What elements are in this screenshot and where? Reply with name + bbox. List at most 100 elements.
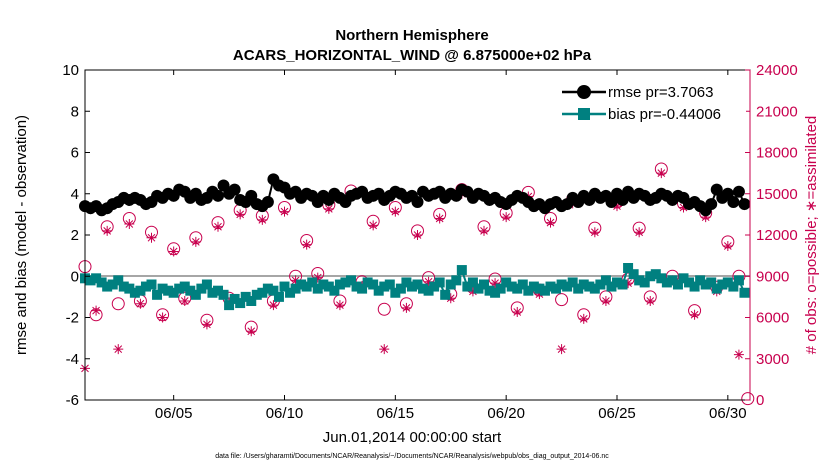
bias-point (672, 279, 683, 290)
y-right-tick-label: 9000 (756, 268, 789, 285)
bias-point (650, 269, 661, 280)
obs-assimilated-point (102, 225, 113, 236)
bias-point (379, 281, 390, 292)
bias-point (312, 283, 323, 294)
bias-point (235, 298, 246, 309)
bias-point (301, 281, 312, 292)
bias-point (384, 279, 395, 290)
obs-assimilated-point (312, 272, 323, 283)
bias-point (661, 277, 672, 288)
obs-assimilated-point (401, 302, 412, 313)
x-tick-label: 06/25 (598, 405, 636, 422)
bias-point (423, 285, 434, 296)
obs-assimilated-point (689, 309, 700, 320)
y-right-tick-label: 21000 (756, 103, 798, 120)
bias-point (584, 281, 595, 292)
bias-point (456, 265, 467, 276)
legend: rmse pr=3.7063 bias pr=-0.44006 (556, 78, 746, 128)
bias-point (174, 283, 185, 294)
obs-assimilated-point (334, 300, 345, 311)
legend-bias-marker (578, 108, 590, 120)
obs-assimilated-point (124, 219, 135, 229)
bias-point (168, 287, 179, 298)
obs-assimilated-point (379, 344, 390, 355)
bias-point (628, 269, 639, 280)
bias-point (107, 279, 118, 290)
obs-assimilated-point (722, 241, 733, 251)
bias-point (545, 281, 556, 292)
bias-point (667, 275, 678, 286)
rmse-point (705, 198, 718, 211)
y-axis-right-label: # of obs: o=possible; ∗=assimilated (803, 116, 820, 355)
obs-assimilated-point (578, 313, 589, 324)
rmse-point (727, 196, 740, 208)
obs-assimilated-point (534, 289, 545, 300)
bias-point (517, 279, 528, 290)
bias-point (501, 277, 512, 288)
bias-point (229, 293, 240, 304)
bias-point (362, 277, 373, 288)
bias-point (135, 285, 146, 296)
y-right-tick-label: 6000 (756, 310, 789, 327)
bias-point (556, 279, 567, 290)
footnote: data file: /Users/gharamti/Documents/NCA… (215, 453, 609, 460)
obs-assimilated-point (257, 214, 268, 225)
obs-assimilated-point (634, 227, 645, 238)
bias-point (152, 289, 163, 300)
bias-point (323, 281, 334, 292)
bias-point (290, 283, 301, 294)
bias-point (357, 283, 368, 294)
bias-point (346, 275, 356, 286)
bias-point (689, 281, 700, 292)
obs-assimilated-point (656, 168, 667, 179)
bias-point (695, 275, 706, 286)
bias-point (539, 285, 550, 296)
obs-assimilated-point (467, 286, 478, 297)
y-tick-label: -4 (66, 351, 79, 368)
bias-point (412, 279, 423, 290)
bias-point (124, 283, 135, 294)
bias-point (634, 275, 645, 286)
y-right-tick-label: 18000 (756, 145, 798, 162)
bias-point (728, 281, 739, 292)
obs-assimilated-point (678, 202, 689, 213)
bias-point (490, 287, 501, 298)
bias-point (617, 279, 628, 290)
obs-assimilated-point (600, 296, 611, 306)
title: Northern Hemisphere ACARS_HORIZONTAL_WIN… (233, 27, 592, 64)
bias-point (334, 279, 345, 290)
bias-point (224, 300, 235, 311)
bias-point (600, 275, 611, 286)
bias-point (85, 275, 96, 286)
x-tick-label: 06/05 (155, 405, 193, 422)
bias-point (268, 285, 279, 296)
obs-assimilated-point (91, 305, 102, 316)
bias-point (273, 291, 284, 302)
bias-point (739, 287, 750, 298)
bias-point (512, 283, 523, 294)
bias-point (639, 277, 650, 288)
obs-assimilated-point (733, 349, 744, 360)
bias-point (113, 275, 124, 286)
obs-assimilated-point (368, 220, 379, 231)
obs-assimilated-point (512, 307, 523, 317)
obs-assimilated-point (179, 296, 190, 306)
bias-point (257, 287, 268, 298)
bias-point (185, 285, 196, 296)
y-tick-label: 2 (71, 227, 79, 244)
x-tick-label: 06/30 (709, 405, 747, 422)
bias-point (307, 277, 318, 288)
bias-point (406, 281, 417, 292)
bias-point (395, 283, 406, 294)
legend-rmse-marker (577, 85, 591, 99)
obs-assimilated-point (612, 201, 622, 212)
obs-possible-point (377, 302, 391, 316)
obs-assimilated-point (113, 344, 124, 355)
bias-point (722, 277, 733, 288)
bias-point (523, 285, 534, 296)
obs-possible-point (111, 297, 125, 311)
bias-point (262, 283, 273, 294)
x-tick-label: 06/10 (266, 405, 304, 422)
obs-assimilated-point (323, 203, 334, 214)
bias-point (373, 285, 384, 296)
